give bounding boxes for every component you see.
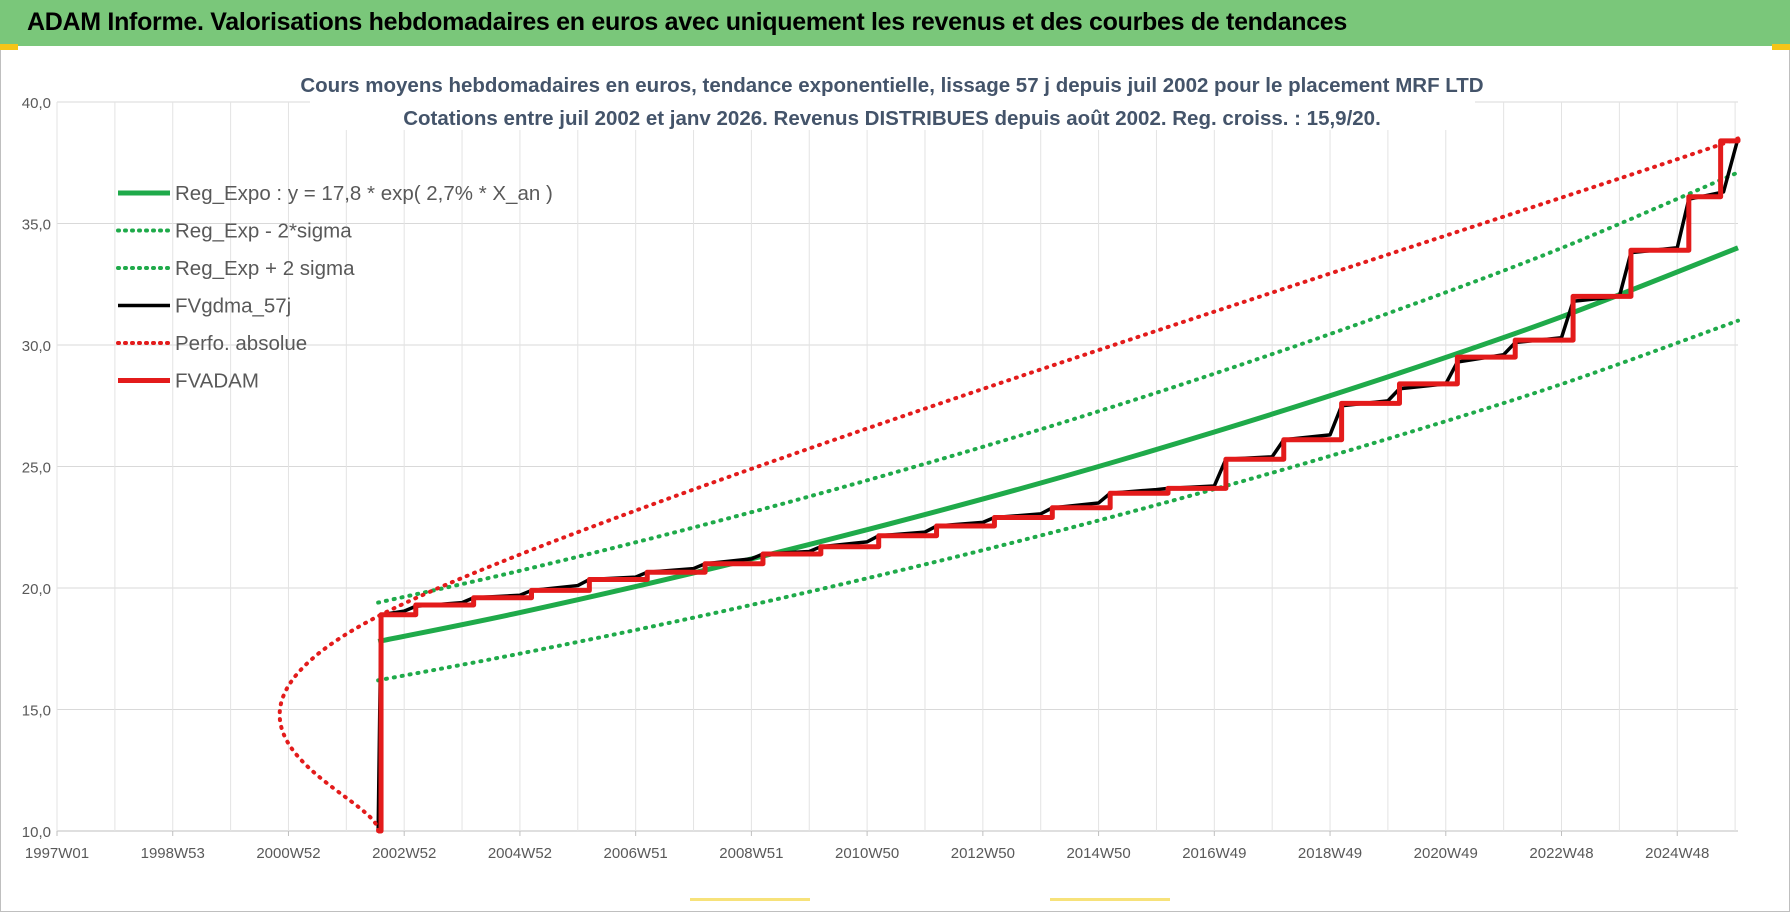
y-tick-label: 30,0 [22, 338, 51, 355]
x-tick-label: 1998W53 [141, 845, 205, 862]
series-line [277, 136, 1740, 833]
x-tick-label: 2018W49 [1298, 845, 1362, 862]
chart-subtitle: Cotations entre juil 2002 et janv 2026. … [403, 107, 1381, 130]
series-line [376, 137, 1740, 832]
legend-label: Reg_Expo : y = 17,8 * exp( 2,7% * X_an ) [175, 182, 553, 205]
x-axis: 1997W01 1998W53 2000W52 2002W52 2004W52 2006W… [25, 831, 1709, 862]
x-tick-label: 2006W51 [604, 845, 668, 862]
series-line [377, 245, 1739, 644]
legend-label: Reg_Exp + 2 sigma [175, 257, 355, 280]
grid [56, 101, 1738, 832]
banner-title: ADAM Informe. Valorisations hebdomadaire… [27, 8, 1348, 36]
x-tick-label: 2020W49 [1414, 845, 1478, 862]
x-tick-label: 1997W01 [25, 845, 89, 862]
x-tick-label: 2012W50 [951, 845, 1015, 862]
chart-title: Cours moyens hebdomadaires en euros, ten… [300, 74, 1483, 97]
bottom-marker [690, 898, 810, 901]
x-tick-label: 2002W52 [372, 845, 436, 862]
legend-label: Perfo. absolue [175, 332, 307, 355]
x-tick-label: 2014W50 [1066, 845, 1130, 862]
x-tick-label: 2022W48 [1529, 845, 1593, 862]
x-tick-label: 2010W50 [835, 845, 899, 862]
corner-marker-left [0, 44, 18, 50]
y-tick-label: 10,0 [22, 824, 51, 841]
x-tick-label: 2004W52 [488, 845, 552, 862]
corner-marker-right [1772, 44, 1790, 50]
line-chart: 10,0 15,0 20,0 25,0 30,0 35,0 40,0 1997W01 1998… [22, 66, 1741, 862]
title-banner: ADAM Informe. Valorisations hebdomadaire… [0, 0, 1790, 46]
legend-label: FVgdma_57j [175, 295, 291, 318]
series-line [376, 318, 1740, 683]
y-tick-label: 20,0 [22, 581, 51, 598]
x-tick-label: 2000W52 [256, 845, 320, 862]
x-tick-label: 2024W48 [1645, 845, 1709, 862]
legend-label: FVADAM [175, 370, 259, 393]
legend: Reg_Expo : y = 17,8 * exp( 2,7% * X_an )… [116, 182, 553, 393]
y-tick-label: 25,0 [22, 460, 51, 477]
x-tick-label: 2016W49 [1182, 845, 1246, 862]
series-line [376, 170, 1740, 605]
title-backdrop [310, 66, 1475, 130]
y-tick-label: 15,0 [22, 703, 51, 720]
x-tick-label: 2008W51 [719, 845, 783, 862]
y-axis: 10,0 15,0 20,0 25,0 30,0 35,0 40,0 [22, 95, 51, 841]
bottom-marker [1050, 898, 1170, 901]
legend-label: Reg_Exp - 2*sigma [175, 220, 352, 243]
series-layer [277, 136, 1741, 834]
y-tick-label: 35,0 [22, 217, 51, 234]
series-line [378, 138, 1741, 834]
y-tick-label: 40,0 [22, 95, 51, 112]
